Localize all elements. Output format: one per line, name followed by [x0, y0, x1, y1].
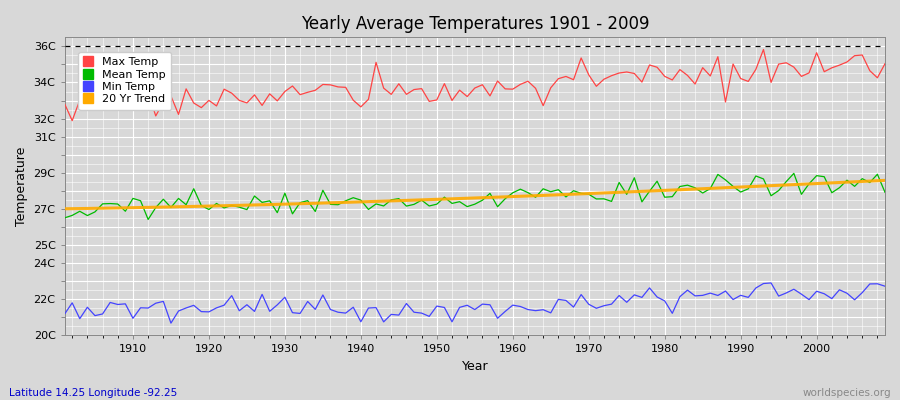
Legend: Max Temp, Mean Temp, Min Temp, 20 Yr Trend: Max Temp, Mean Temp, Min Temp, 20 Yr Tre…: [78, 52, 171, 110]
Y-axis label: Temperature: Temperature: [15, 147, 28, 226]
Title: Yearly Average Temperatures 1901 - 2009: Yearly Average Temperatures 1901 - 2009: [301, 15, 649, 33]
X-axis label: Year: Year: [462, 360, 488, 373]
Text: Latitude 14.25 Longitude -92.25: Latitude 14.25 Longitude -92.25: [9, 388, 177, 398]
Text: worldspecies.org: worldspecies.org: [803, 388, 891, 398]
